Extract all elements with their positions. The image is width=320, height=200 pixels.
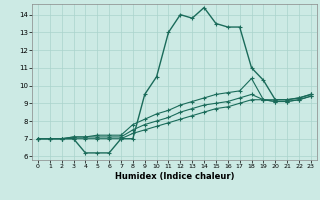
X-axis label: Humidex (Indice chaleur): Humidex (Indice chaleur) — [115, 172, 234, 181]
